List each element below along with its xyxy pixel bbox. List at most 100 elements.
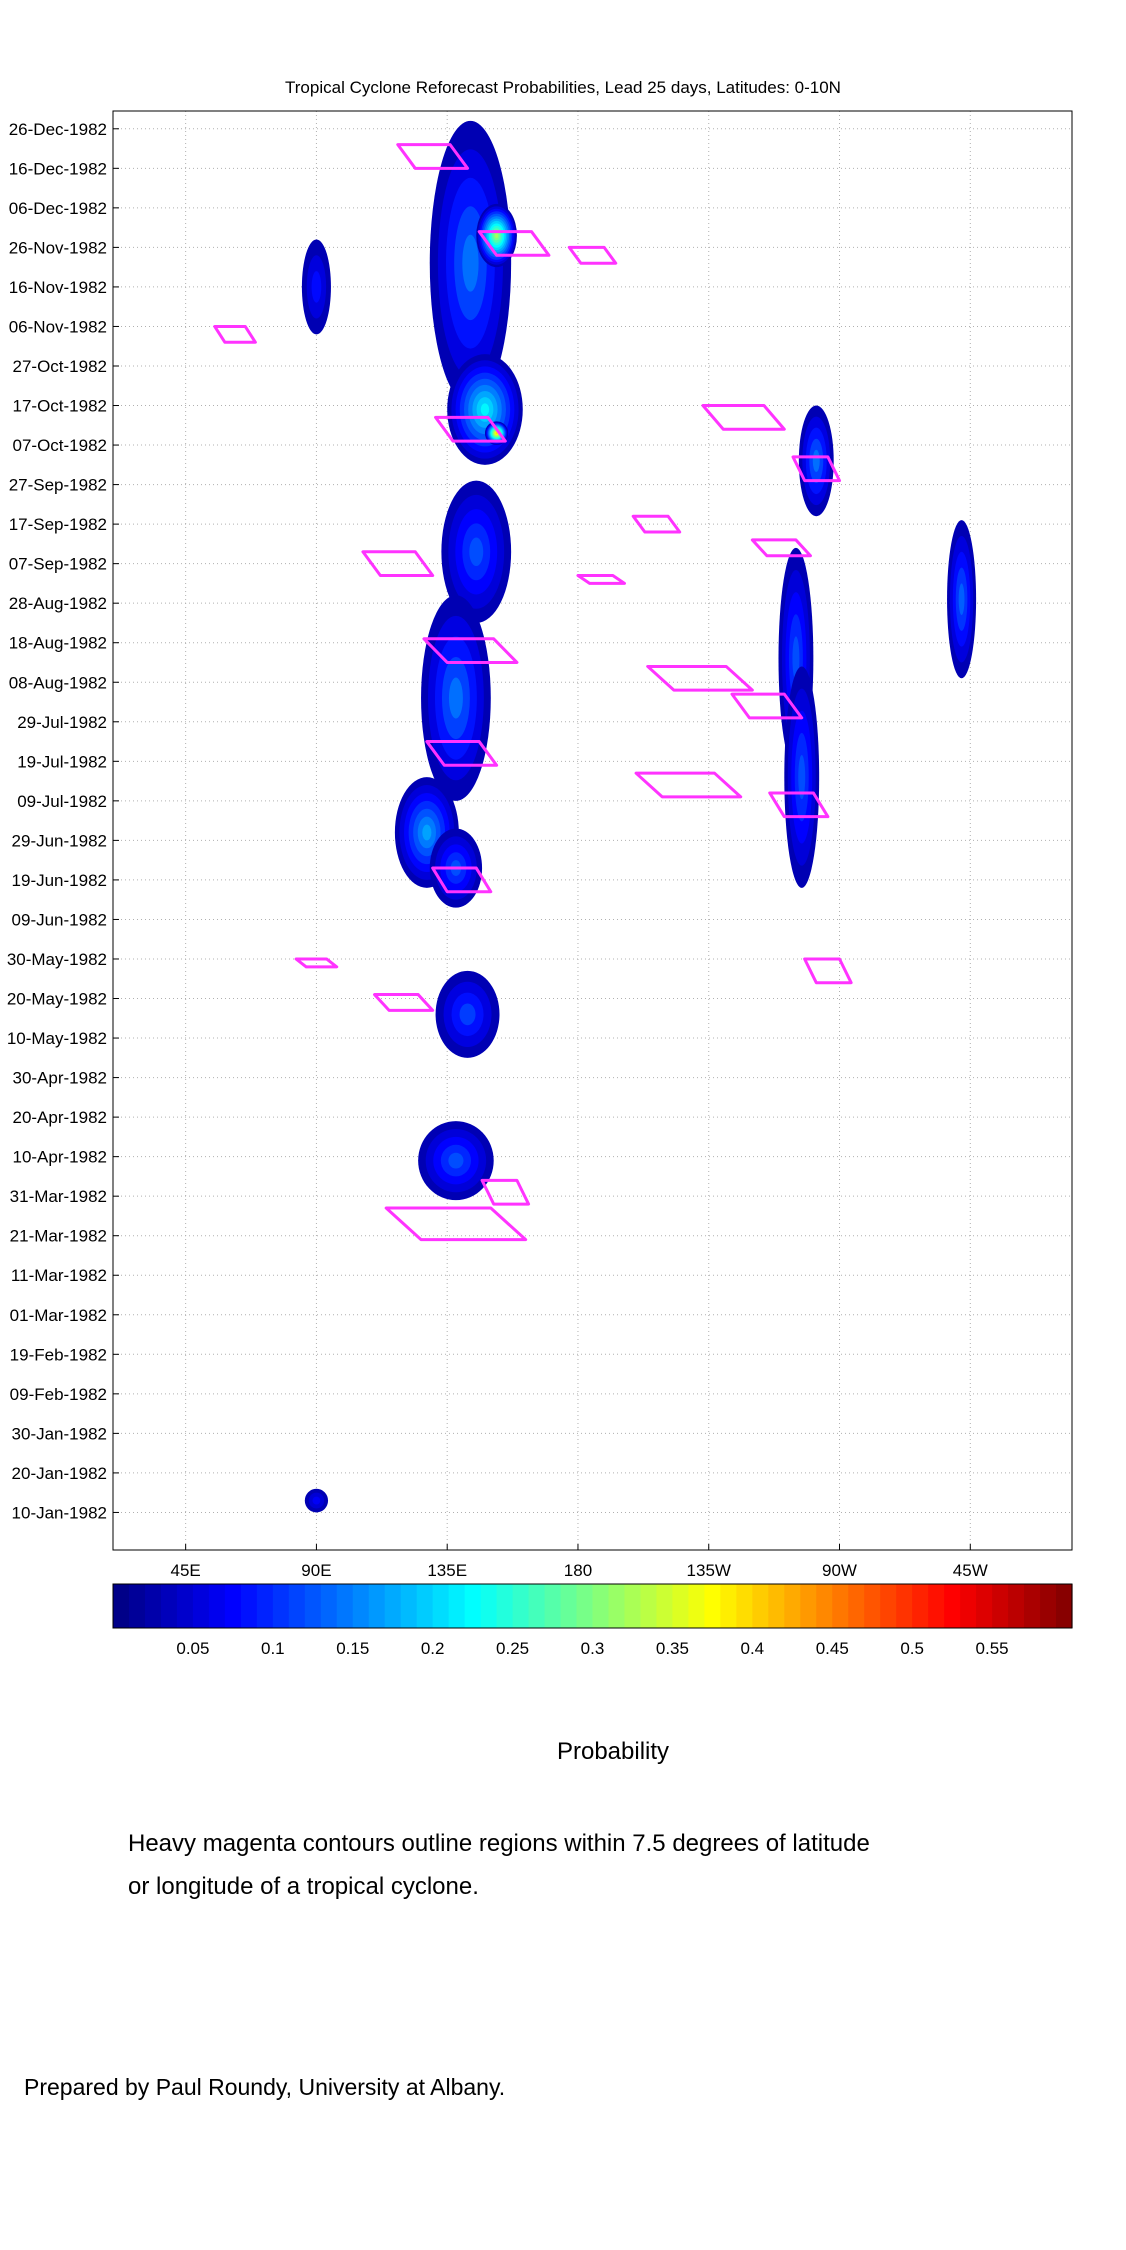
y-tick-label: 16-Nov-1982 [9, 278, 107, 297]
colorbar-cell [1056, 1584, 1073, 1628]
cyclone-contour [477, 230, 551, 257]
probability-blob [495, 233, 499, 238]
colorbar-cell [800, 1584, 817, 1628]
colorbar-cell [688, 1584, 705, 1628]
colorbar-cell [816, 1584, 833, 1628]
colorbar-tick-label: 0.15 [336, 1639, 369, 1658]
x-tick-label: 180 [564, 1561, 592, 1580]
colorbar-cell [1008, 1584, 1025, 1628]
x-tick-label: 45E [171, 1561, 201, 1580]
y-tick-label: 01-Mar-1982 [10, 1306, 107, 1325]
caption-note-line2: or longitude of a tropical cyclone. [128, 1873, 479, 1900]
colorbar-cell [928, 1584, 945, 1628]
probability-blob [958, 583, 965, 616]
colorbar-cell [992, 1584, 1009, 1628]
cyclone-contour [422, 637, 519, 664]
colorbar-label: Probability [556, 1738, 670, 1765]
colorbar-cell [896, 1584, 913, 1628]
y-tick-label: 30-Jan-1982 [12, 1424, 107, 1443]
y-tick-label: 27-Sep-1982 [9, 476, 107, 495]
x-tick-label: 45W [953, 1561, 988, 1580]
cyclone-contour [361, 550, 435, 578]
probability-blob [469, 537, 484, 567]
colorbar-cell [960, 1584, 977, 1628]
y-tick-label: 27-Oct-1982 [13, 357, 108, 376]
colorbar-cell [496, 1584, 514, 1628]
colorbar-cell [384, 1584, 402, 1628]
colorbar-tick-label: 0.05 [176, 1639, 209, 1658]
y-tick-label: 30-May-1982 [7, 950, 107, 969]
colorbar-cell [1024, 1584, 1041, 1628]
colorbar-cell [528, 1584, 546, 1628]
x-tick-label: 90E [301, 1561, 331, 1580]
cyclone-contour [431, 866, 493, 894]
colorbar-cell [576, 1584, 594, 1628]
colorbar-cell [272, 1584, 290, 1628]
y-tick-label: 18-Aug-1982 [9, 634, 107, 653]
cyclone-contour [425, 740, 499, 767]
colorbar-cell [752, 1584, 769, 1628]
colorbar-cell [432, 1584, 450, 1628]
cyclone-contour [480, 1178, 531, 1206]
cyclone-contour [803, 957, 853, 985]
colorbar-cell [512, 1584, 530, 1628]
plot-frame [112, 110, 1073, 1551]
y-tick-label: 26-Nov-1982 [9, 238, 107, 257]
probability-blob [422, 824, 432, 841]
cyclone-contour [634, 771, 743, 799]
colorbar-tick-label: 0.3 [581, 1639, 605, 1658]
colorbar-cell [864, 1584, 881, 1628]
y-tick-label: 09-Feb-1982 [10, 1385, 107, 1404]
colorbar-cell [368, 1584, 386, 1628]
probability-blob [462, 234, 479, 292]
probability-blob [448, 1152, 464, 1169]
colorbar-cell [464, 1584, 482, 1628]
colorbar-cell [448, 1584, 466, 1628]
cyclone-contour [576, 574, 626, 585]
colorbar-cell [336, 1584, 354, 1628]
colorbar-tick-label: 0.25 [496, 1639, 529, 1658]
colorbar-tick-label: 0.55 [976, 1639, 1009, 1658]
colorbar-tick-label: 0.5 [900, 1639, 924, 1658]
cyclone-contour [631, 514, 682, 534]
cyclone-contour [701, 404, 786, 431]
colorbar-cell [848, 1584, 865, 1628]
y-tick-label: 10-Jan-1982 [12, 1503, 107, 1522]
y-tick-label: 07-Oct-1982 [13, 436, 108, 455]
y-tick-label: 19-Jul-1982 [17, 752, 107, 771]
cyclone-contour [396, 143, 470, 170]
y-tick-label: 30-Apr-1982 [12, 1069, 107, 1088]
x-tick-label: 135W [687, 1561, 731, 1580]
y-tick-label: 17-Sep-1982 [9, 515, 107, 534]
colorbar-cell [240, 1584, 258, 1628]
colorbar-cell [480, 1584, 498, 1628]
y-tick-label: 28-Aug-1982 [9, 594, 107, 613]
probability-field [301, 120, 977, 1513]
probability-blob [448, 677, 463, 719]
colorbar-cell [704, 1584, 721, 1628]
colorbar-cell [288, 1584, 306, 1628]
colorbar-cell [880, 1584, 897, 1628]
colorbar-frame [112, 1583, 1073, 1629]
cyclone-contour [791, 455, 842, 483]
colorbar-cell [784, 1584, 801, 1628]
cyclone-contour [294, 957, 339, 969]
y-tick-label: 20-Apr-1982 [12, 1108, 107, 1127]
colorbar-cell [113, 1584, 130, 1628]
caption-credit: Prepared by Paul Roundy, University at A… [24, 2074, 506, 2100]
y-tick-label: 17-Oct-1982 [13, 397, 108, 416]
colorbar-cell [256, 1584, 274, 1628]
y-tick-label: 09-Jul-1982 [17, 792, 107, 811]
colorbar: 0.05 0.1 0.15 0.2 0.25 0.3 0.35 0.4 0.45 0.5 0.55 [112, 1583, 1073, 1658]
probability-blob [312, 1496, 321, 1505]
colorbar-cell [768, 1584, 785, 1628]
plot-area [113, 111, 1072, 1550]
colorbar-cell [176, 1584, 194, 1628]
colorbar-cell [672, 1584, 689, 1628]
chart-title: Tropical Cyclone Reforecast Probabilitie… [285, 78, 841, 97]
cyclone-contour [730, 692, 804, 720]
colorbar-cell [320, 1584, 338, 1628]
y-tick-label: 20-Jan-1982 [12, 1464, 107, 1483]
colorbar-cell [192, 1584, 210, 1628]
x-tick-label: 135E [427, 1561, 467, 1580]
